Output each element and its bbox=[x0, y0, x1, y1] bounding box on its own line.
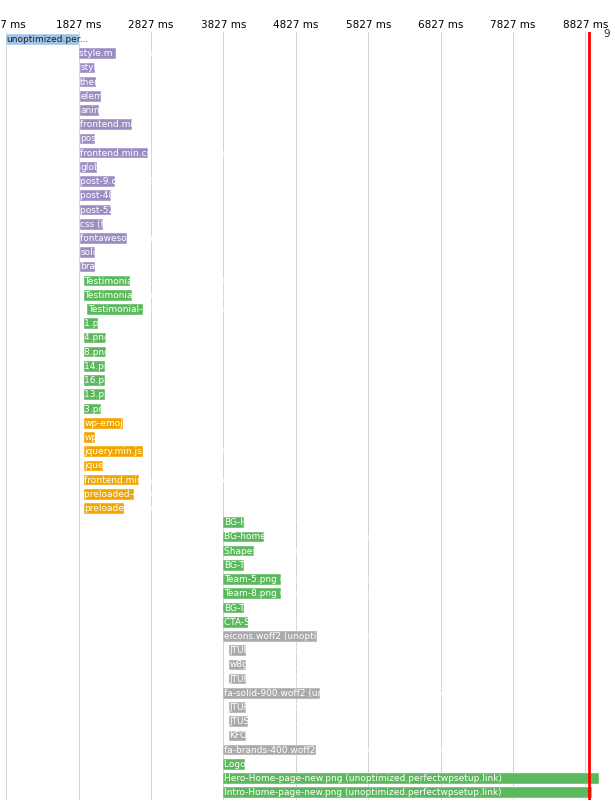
Text: w8gdH2B3Tvk__Lua32TysJ....: w8gdH2B3Tvk__Lua32TysJ.... bbox=[229, 660, 359, 669]
Text: JTURjIg1_i6t8kCHKm45_Z....: JTURjIg1_i6t8kCHKm45_Z.... bbox=[229, 703, 355, 712]
Text: Team-5.png (unoptimized.perfectwpsetup.link): Team-5.png (unoptimized.perfectwpsetup.l… bbox=[224, 575, 437, 584]
Text: BG-HomePage-Hig....: BG-HomePage-Hig.... bbox=[224, 518, 319, 528]
Text: post-52.css ....: post-52.css .... bbox=[80, 205, 146, 214]
Text: style.m  n.css (un...: style.m n.css (un... bbox=[79, 49, 168, 58]
Text: post-48.css ....: post-48.css .... bbox=[80, 191, 146, 200]
Text: elementor-ic....: elementor-ic.... bbox=[80, 92, 149, 101]
Text: Intro-Home-page-new.png (unoptimized.perfectwpsetup.link): Intro-Home-page-new.png (unoptimized.per… bbox=[224, 789, 502, 797]
Text: solid.m....: solid.m.... bbox=[80, 248, 124, 257]
Text: jquery.min.js (unoptimized.perfectwp....: jquery.min.js (unoptimized.perfectwp.... bbox=[84, 447, 265, 457]
Text: fa-brands-400.woff2 (unoptimized.perfectwpsetup.link): fa-brands-400.woff2 (unoptimized.perfect… bbox=[224, 746, 475, 755]
Text: Shapes-icons.png (unoptimiz....: Shapes-icons.png (unoptimiz.... bbox=[224, 547, 367, 556]
Text: post-1....: post-1.... bbox=[80, 134, 120, 144]
Text: brands.....: brands..... bbox=[80, 263, 125, 271]
Text: global.css....: global.css.... bbox=[80, 163, 137, 172]
Text: frontend.min.js (unoptimized.perfe....: frontend.min.js (unoptimized.perfe.... bbox=[84, 476, 255, 485]
Text: KFOmCnqEu92Fr1Mu4....: KFOmCnqEu92Fr1Mu4.... bbox=[229, 731, 341, 740]
Text: frontend.min.css (unoptimized....: frontend.min.css (unoptimized.... bbox=[80, 120, 231, 129]
Text: fontawesome.min.css (unop....: fontawesome.min.css (unop.... bbox=[80, 234, 219, 243]
Text: preloaded-elements-hand....: preloaded-elements-hand.... bbox=[84, 504, 213, 513]
Text: 16.png (unb....: 16.png (unb.... bbox=[84, 376, 151, 385]
Text: BG-home-new4.png (unoptimized....: BG-home-new4.png (unoptimized.... bbox=[224, 532, 388, 541]
Text: 4.png (unop....: 4.png (unop.... bbox=[84, 334, 151, 343]
Text: fa-solid-900.woff2 (unoptimized.perfectwpsetup.link): fa-solid-900.woff2 (unoptimized.perfectw… bbox=[224, 688, 465, 698]
Text: post-9.css (unopti....: post-9.css (unopti.... bbox=[80, 177, 173, 186]
Text: JTURjIg1_i6t8kCHKm45_cl....: JTURjIg1_i6t8kCHKm45_cl.... bbox=[229, 646, 357, 655]
Text: 9: 9 bbox=[603, 29, 610, 40]
Text: css (fonts.g....: css (fonts.g.... bbox=[80, 220, 143, 229]
Text: unoptimized.per...: unoptimized.per... bbox=[7, 35, 89, 44]
Text: wp-emoji-release....: wp-emoji-release.... bbox=[84, 419, 174, 427]
Text: Hero-Home-page-new.png (unoptimized.perfectwpsetup.link): Hero-Home-page-new.png (unoptimized.perf… bbox=[224, 774, 502, 783]
Text: Logo-W.png (un....: Logo-W.png (un.... bbox=[224, 760, 306, 769]
Text: Testimonial-3-1.png (unoptimiz....: Testimonial-3-1.png (unoptimiz.... bbox=[84, 276, 237, 285]
Text: CTA-Shapes.png (....: CTA-Shapes.png (.... bbox=[224, 618, 315, 627]
Text: Testimonial-1.png (unoptimized....: Testimonial-1.png (unoptimized.... bbox=[84, 291, 239, 300]
Text: 13.png (unb....: 13.png (unb.... bbox=[84, 390, 151, 399]
Text: BG-TEAN-H....: BG-TEAN-H.... bbox=[224, 561, 285, 570]
Text: preloaded-elements-handlers.min.js (....: preloaded-elements-handlers.min.js (.... bbox=[84, 490, 266, 499]
Text: Testimonial-2.png (unoptimized.p....: Testimonial-2.png (unoptimized.p.... bbox=[88, 305, 251, 314]
Text: 3.png (u....: 3.png (u.... bbox=[84, 405, 134, 414]
Text: wp-emb....: wp-emb.... bbox=[84, 433, 132, 442]
Text: 14.png (unb....: 14.png (unb.... bbox=[84, 362, 151, 371]
Text: JTUSjIg1_i6t8kCHKm459W....: JTUSjIg1_i6t8kCHKm459W.... bbox=[229, 718, 358, 726]
Text: 1.png (....: 1.png (.... bbox=[84, 319, 128, 328]
Text: theme....: theme.... bbox=[80, 78, 121, 86]
Text: animatic....: animatic.... bbox=[80, 106, 131, 115]
Text: jquery-migrate....: jquery-migrate.... bbox=[84, 461, 164, 470]
Text: frontend.min.css (unoptimized.perf...: frontend.min.css (unoptimized.perf... bbox=[80, 149, 248, 158]
Text: eicons.woff2 (unoptimized.perfectwpsetup.link): eicons.woff2 (unoptimized.perfectwpsetup… bbox=[224, 632, 440, 641]
Text: Team-8.png (unoptimized.perfectwpsetup.link): Team-8.png (unoptimized.perfectwpsetup.l… bbox=[224, 589, 437, 598]
Text: JTURjIg1_i6t8kCHKm45_aZ....: JTURjIg1_i6t8kCHKm45_aZ.... bbox=[229, 675, 361, 684]
Text: BG-Testem....: BG-Testem.... bbox=[224, 604, 283, 612]
Text: style.m...: style.m... bbox=[80, 63, 122, 73]
Text: 8.png (unop....: 8.png (unop.... bbox=[84, 347, 151, 356]
